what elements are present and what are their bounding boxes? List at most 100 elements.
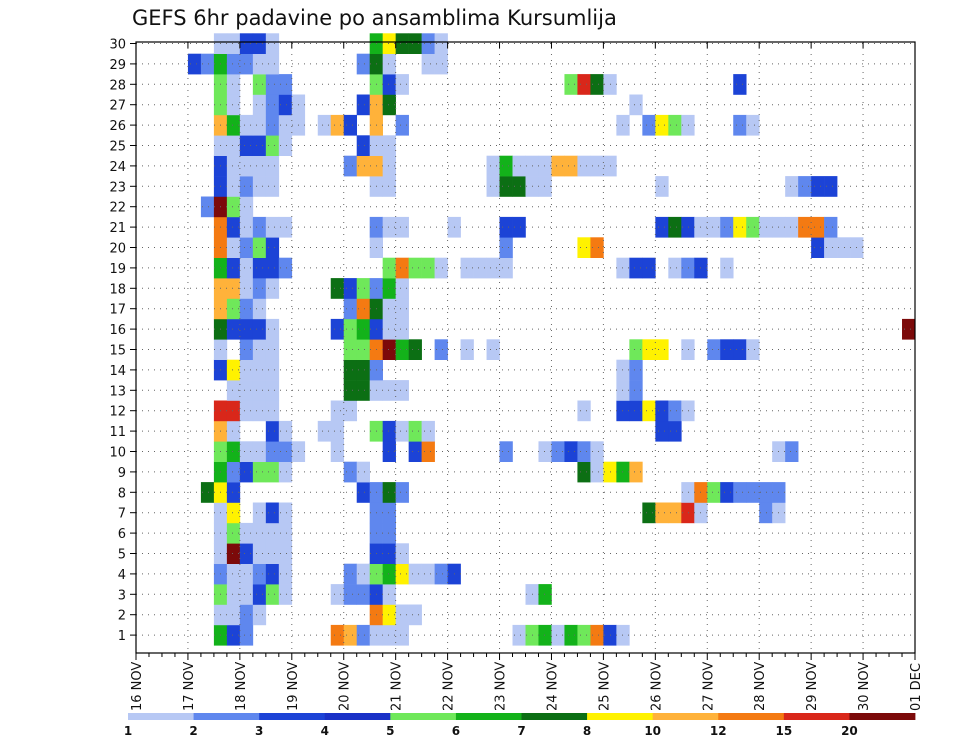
- heatmap-cell: [473, 257, 487, 279]
- heatmap-cell: [382, 441, 396, 462]
- colorbar-segment: [718, 713, 785, 720]
- heatmap-cell: [330, 318, 345, 340]
- heatmap-cell: [616, 114, 630, 136]
- heatmap-cell: [512, 216, 526, 238]
- heatmap-cell: [681, 114, 695, 136]
- heatmap-cell: [746, 114, 760, 136]
- heatmap-cell: [265, 155, 280, 177]
- heatmap-cell: [538, 624, 552, 646]
- heatmap-cell: [681, 216, 695, 238]
- heatmap-cell: [252, 359, 267, 381]
- x-tick-label: 23 NOV: [494, 662, 509, 711]
- heatmap-cell: [382, 339, 396, 360]
- heatmap-cell: [226, 237, 241, 258]
- heatmap-cell: [226, 441, 241, 462]
- heatmap-cell: [226, 543, 241, 564]
- heatmap-cell: [642, 339, 656, 360]
- heatmap-cell: [733, 114, 747, 136]
- heatmap-cell: [226, 461, 241, 483]
- heatmap-cell: [356, 318, 370, 340]
- y-tick-label: 28: [109, 78, 126, 93]
- heatmap-cell: [421, 563, 435, 585]
- heatmap-cell: [343, 584, 358, 605]
- heatmap-cell: [226, 604, 241, 626]
- colorbar-segment: [783, 713, 850, 720]
- heatmap-cell: [200, 196, 215, 218]
- heatmap-cell: [239, 257, 254, 279]
- heatmap-cell: [356, 584, 370, 605]
- heatmap-cell: [382, 155, 396, 177]
- heatmap-cell: [668, 502, 682, 524]
- heatmap-cell: [642, 114, 656, 136]
- heatmap-cell: [239, 53, 254, 75]
- heatmap-cell: [499, 176, 513, 197]
- x-tick-label: 25 NOV: [597, 662, 612, 711]
- heatmap-cell: [577, 237, 591, 258]
- heatmap-cell: [681, 257, 695, 279]
- heatmap-cell: [343, 359, 358, 381]
- y-tick-label: 3: [118, 588, 126, 603]
- heatmap-cell: [278, 502, 293, 524]
- heatmap-cell: [408, 604, 422, 626]
- heatmap-cell: [668, 114, 682, 136]
- heatmap-cell: [356, 155, 370, 177]
- heatmap-cell: [382, 216, 396, 238]
- heatmap-cell: [226, 522, 241, 544]
- heatmap-cell: [265, 257, 280, 279]
- heatmap-cell: [486, 155, 500, 177]
- colorbar-segment: [390, 713, 457, 720]
- heatmap-cell: [499, 155, 513, 177]
- heatmap-cell: [720, 216, 734, 238]
- heatmap-cell: [395, 563, 409, 585]
- heatmap-cell: [395, 543, 409, 564]
- x-tick-label: 18 NOV: [234, 662, 249, 711]
- heatmap-cell: [252, 155, 267, 177]
- colorbar-segment: [521, 713, 588, 720]
- heatmap-cell: [746, 216, 760, 238]
- heatmap-cell: [382, 74, 396, 95]
- heatmap-cell: [395, 74, 409, 95]
- heatmap-cell: [239, 216, 254, 238]
- heatmap-cell: [317, 420, 332, 442]
- heatmap-cell: [538, 155, 552, 177]
- heatmap-cell: [382, 278, 396, 299]
- heatmap-cell: [538, 176, 552, 197]
- x-tick-label: 26 NOV: [649, 662, 664, 711]
- y-tick-label: 5: [118, 548, 126, 563]
- heatmap-cell: [382, 94, 396, 116]
- heatmap-cell: [239, 543, 254, 564]
- heatmap-cell: [278, 74, 293, 95]
- heatmap-cell: [330, 441, 345, 462]
- heatmap-cell: [707, 339, 721, 360]
- heatmap-cell: [200, 53, 215, 75]
- heatmap-cell: [564, 74, 578, 95]
- y-tick-label: 13: [109, 384, 126, 399]
- heatmap-cell: [837, 237, 851, 258]
- heatmap-cell: [798, 216, 812, 238]
- heatmap-cell: [824, 237, 838, 258]
- heatmap-cell: [265, 359, 280, 381]
- heatmap-cell: [226, 624, 241, 646]
- heatmap-cell: [512, 624, 526, 646]
- heatmap-cell: [226, 176, 241, 197]
- heatmap-cell: [343, 624, 358, 646]
- heatmap-cell: [707, 216, 721, 238]
- heatmap-cell: [226, 74, 241, 95]
- heatmap-cell: [720, 339, 734, 360]
- y-axis: 1234567891011121314151617181920212223242…: [109, 38, 136, 644]
- heatmap-cell: [252, 584, 267, 605]
- heatmap-cell: [265, 216, 280, 238]
- heatmap-cell: [590, 624, 604, 646]
- heatmap-cell: [278, 114, 293, 136]
- heatmap-cell: [226, 53, 241, 75]
- heatmap-cell: [538, 584, 552, 605]
- heatmap-cell: [616, 359, 630, 381]
- heatmap-cell: [759, 502, 773, 524]
- heatmap-cell: [278, 543, 293, 564]
- x-tick-label: 27 NOV: [701, 662, 716, 711]
- y-tick-label: 30: [109, 38, 126, 53]
- heatmap-cell: [252, 114, 267, 136]
- heatmap-cell: [733, 216, 747, 238]
- heatmap-cell: [382, 53, 396, 75]
- heatmap-cell: [733, 74, 747, 95]
